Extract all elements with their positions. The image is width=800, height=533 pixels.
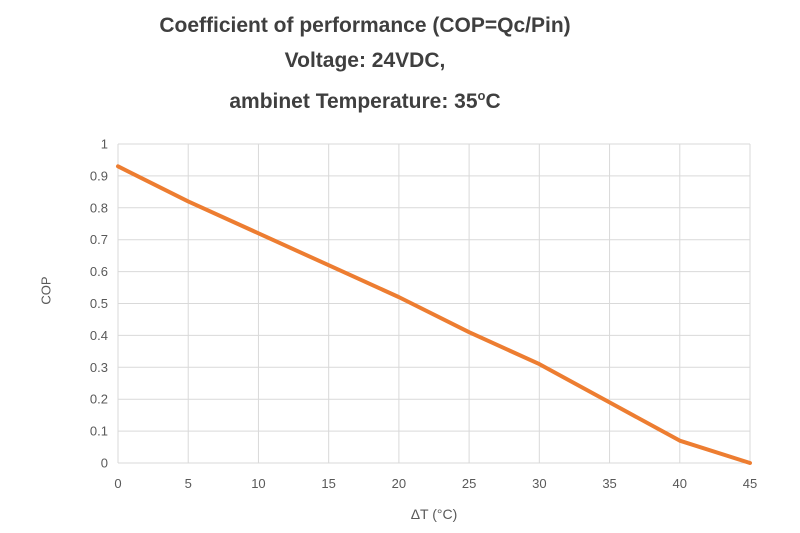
chart-title: Coefficient of performance (COP=Qc/Pin) … (0, 8, 730, 119)
chart-title-line2: Voltage: 24VDC, (284, 49, 446, 72)
y-tick-label: 0.2 (90, 392, 108, 407)
degree-symbol: o (477, 88, 486, 103)
x-tick-label: 35 (602, 476, 616, 491)
x-tick-label: 20 (392, 476, 406, 491)
y-tick-label: 1 (101, 137, 108, 152)
y-tick-label: 0 (101, 456, 108, 471)
y-tick-label: 0.9 (90, 168, 108, 183)
x-axis-title: ΔT (°C) (410, 506, 458, 522)
chart-title-line3-text: ambinet Temperature: 35 (229, 90, 478, 113)
y-tick-label: 0.4 (90, 328, 108, 343)
cop-line-series (116, 164, 752, 465)
chart-title-line1: Coefficient of performance (COP=Qc/Pin) (159, 14, 571, 37)
x-tick-label: 45 (743, 476, 757, 491)
chart-title-line3: ambinet Temperature: 35oC (0, 78, 730, 119)
x-tick-label: 40 (673, 476, 687, 491)
y-tick-label: 0.5 (90, 296, 108, 311)
x-tick-label: 5 (185, 476, 192, 491)
y-tick-label: 0.8 (90, 200, 108, 215)
x-tick-label: 30 (532, 476, 546, 491)
chart-title-line3-unit: C (485, 90, 501, 113)
y-tick-label: 0.1 (90, 424, 108, 439)
y-tick-label: 0.7 (90, 232, 108, 247)
x-tick-label: 0 (114, 476, 121, 491)
x-tick-label: 10 (251, 476, 265, 491)
y-tick-label: 0.6 (90, 264, 108, 279)
x-tick-label: 25 (462, 476, 476, 491)
y-tick-label: 0.3 (90, 360, 108, 375)
x-tick-label: 15 (321, 476, 335, 491)
